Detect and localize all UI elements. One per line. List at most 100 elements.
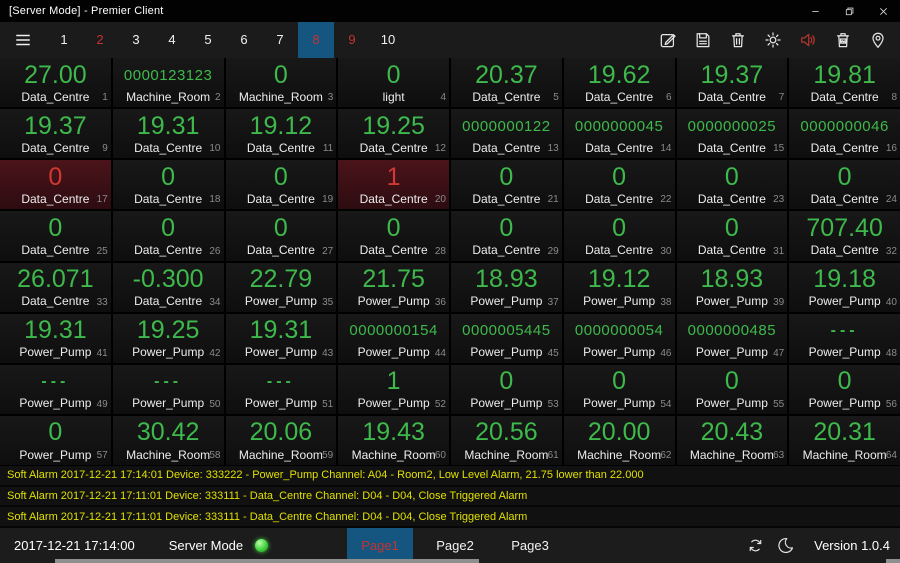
value-tile-51[interactable]: --- Power_Pump 51	[225, 364, 337, 414]
value-tile-28[interactable]: 0 Data_Centre 28	[338, 211, 449, 261]
value-tile-58[interactable]: 30.42 Machine_Room 58	[112, 415, 224, 465]
menu-icon[interactable]	[0, 22, 46, 58]
value-tile-4[interactable]: 0 light 4	[338, 58, 449, 108]
value-tile-27[interactable]: 0 Data_Centre 27	[225, 211, 337, 261]
night-mode-icon[interactable]	[770, 528, 800, 563]
value-tile-43[interactable]: 19.31 Power_Pump 43	[225, 313, 337, 363]
value-tile-8[interactable]: 19.81 Data_Centre 8	[789, 58, 900, 108]
value-tile-21[interactable]: 0 Data_Centre 21	[451, 160, 562, 210]
horizontal-scrollbar-end[interactable]	[886, 559, 900, 563]
value-tile-2[interactable]: 0000123123 Machine_Room 2	[112, 58, 224, 108]
toolbar-page-1[interactable]: 1	[60, 32, 68, 47]
value-tile-3[interactable]: 0 Machine_Room 3	[225, 58, 337, 108]
value-tile-1[interactable]: 27.00 Data_Centre 1	[0, 58, 111, 108]
toolbar-page-10[interactable]: 10	[380, 32, 396, 47]
tile-value: 0	[48, 213, 63, 242]
delete-icon[interactable]	[720, 22, 755, 58]
value-tile-49[interactable]: --- Power_Pump 49	[0, 364, 111, 414]
toolbar-page-5[interactable]: 5	[204, 32, 212, 47]
alarm-sound-icon[interactable]	[790, 22, 825, 58]
save-icon[interactable]	[685, 22, 720, 58]
toolbar-page-6[interactable]: 6	[240, 32, 248, 47]
tile-label: Data_Centre	[697, 89, 766, 104]
sync-icon[interactable]	[740, 528, 770, 563]
toolbar-page-2[interactable]: 2	[96, 32, 104, 47]
value-tile-29[interactable]: 0 Data_Centre 29	[451, 211, 562, 261]
settings-icon[interactable]	[755, 22, 790, 58]
value-tile-13[interactable]: 0000000122 Data_Centre 13	[451, 109, 562, 159]
value-tile-30[interactable]: 0 Data_Centre 30	[563, 211, 675, 261]
value-tile-19[interactable]: 0 Data_Centre 19	[225, 160, 337, 210]
value-tile-48[interactable]: --- Power_Pump 48	[789, 313, 900, 363]
value-tile-12[interactable]: 19.25 Data_Centre 12	[338, 109, 449, 159]
value-tile-11[interactable]: 19.12 Data_Centre 11	[225, 109, 337, 159]
value-tile-23[interactable]: 0 Data_Centre 23	[676, 160, 788, 210]
value-tile-63[interactable]: 20.43 Machine_Room 63	[676, 415, 788, 465]
toolbar-page-9[interactable]: 9	[348, 32, 356, 47]
value-tile-37[interactable]: 18.93 Power_Pump 37	[451, 262, 562, 312]
clear-picture-icon[interactable]	[825, 22, 860, 58]
value-tile-26[interactable]: 0 Data_Centre 26	[112, 211, 224, 261]
alarm-row[interactable]: Soft Alarm 2017-12-21 17:14:01 Device: 3…	[0, 466, 900, 487]
value-tile-62[interactable]: 20.00 Machine_Room 62	[563, 415, 675, 465]
alarm-row[interactable]: Soft Alarm 2017-12-21 17:11:01 Device: 3…	[0, 486, 900, 508]
value-tile-60[interactable]: 19.43 Machine_Room 60	[338, 415, 449, 465]
value-tile-22[interactable]: 0 Data_Centre 22	[563, 160, 675, 210]
toolbar-page-7[interactable]: 7	[276, 32, 284, 47]
value-tile-39[interactable]: 18.93 Power_Pump 39	[676, 262, 788, 312]
value-tile-15[interactable]: 0000000025 Data_Centre 15	[676, 109, 788, 159]
tab-page1[interactable]: Page1	[347, 528, 413, 563]
value-tile-16[interactable]: 0000000046 Data_Centre 16	[789, 109, 900, 159]
value-tile-59[interactable]: 20.06 Machine_Room 59	[225, 415, 337, 465]
toolbar-page-8[interactable]: 8	[298, 22, 334, 58]
value-tile-7[interactable]: 19.37 Data_Centre 7	[676, 58, 788, 108]
close-button[interactable]	[866, 0, 900, 22]
maximize-restore-button[interactable]	[832, 0, 866, 22]
value-tile-17[interactable]: 0 Data_Centre 17	[0, 160, 111, 210]
value-tile-44[interactable]: 0000000154 Power_Pump 44	[338, 313, 449, 363]
minimize-button[interactable]	[798, 0, 832, 22]
value-tile-55[interactable]: 0 Power_Pump 55	[676, 364, 788, 414]
value-tile-64[interactable]: 20.31 Machine_Room 64	[789, 415, 900, 465]
value-tile-6[interactable]: 19.62 Data_Centre 6	[563, 58, 675, 108]
value-tile-35[interactable]: 22.79 Power_Pump 35	[225, 262, 337, 312]
value-tile-33[interactable]: 26.071 Data_Centre 33	[0, 262, 111, 312]
horizontal-scrollbar[interactable]	[55, 559, 479, 563]
value-tile-20[interactable]: 1 Data_Centre 20	[338, 160, 449, 210]
value-tile-46[interactable]: 0000000054 Power_Pump 46	[563, 313, 675, 363]
value-tile-61[interactable]: 20.56 Machine_Room 61	[451, 415, 562, 465]
value-tile-56[interactable]: 0 Power_Pump 56	[789, 364, 900, 414]
value-tile-50[interactable]: --- Power_Pump 50	[112, 364, 224, 414]
value-tile-45[interactable]: 0000005445 Power_Pump 45	[451, 313, 562, 363]
value-tile-14[interactable]: 0000000045 Data_Centre 14	[563, 109, 675, 159]
value-tile-52[interactable]: 1 Power_Pump 52	[338, 364, 449, 414]
value-tile-31[interactable]: 0 Data_Centre 31	[676, 211, 788, 261]
value-tile-36[interactable]: 21.75 Power_Pump 36	[338, 262, 449, 312]
value-tile-38[interactable]: 19.12 Power_Pump 38	[563, 262, 675, 312]
tab-page2[interactable]: Page2	[436, 538, 474, 553]
toolbar-page-4[interactable]: 4	[168, 32, 176, 47]
tile-value: 19.12	[249, 111, 313, 140]
toolbar-page-3[interactable]: 3	[132, 32, 140, 47]
value-tile-10[interactable]: 19.31 Data_Centre 10	[112, 109, 224, 159]
value-tile-18[interactable]: 0 Data_Centre 18	[112, 160, 224, 210]
value-tile-34[interactable]: -0.300 Data_Centre 34	[112, 262, 224, 312]
tab-page3[interactable]: Page3	[511, 538, 549, 553]
tile-value: 19.37	[24, 111, 87, 140]
value-tile-25[interactable]: 0 Data_Centre 25	[0, 211, 111, 261]
value-tile-41[interactable]: 19.31 Power_Pump 41	[0, 313, 111, 363]
value-tile-32[interactable]: 707.40 Data_Centre 32	[789, 211, 900, 261]
value-tile-54[interactable]: 0 Power_Pump 54	[563, 364, 675, 414]
edit-icon[interactable]	[650, 22, 685, 58]
value-tile-5[interactable]: 20.37 Data_Centre 5	[451, 58, 562, 108]
tile-label: Power_Pump	[695, 345, 768, 360]
value-tile-24[interactable]: 0 Data_Centre 24	[789, 160, 900, 210]
location-pin-icon[interactable]	[860, 22, 895, 58]
alarm-row[interactable]: Soft Alarm 2017-12-21 17:11:01 Device: 3…	[0, 507, 900, 529]
value-tile-47[interactable]: 0000000485 Power_Pump 47	[676, 313, 788, 363]
value-tile-9[interactable]: 19.37 Data_Centre 9	[0, 109, 111, 159]
value-tile-57[interactable]: 0 Power_Pump 57	[0, 415, 111, 465]
value-tile-42[interactable]: 19.25 Power_Pump 42	[112, 313, 224, 363]
value-tile-40[interactable]: 19.18 Power_Pump 40	[789, 262, 900, 312]
value-tile-53[interactable]: 0 Power_Pump 53	[451, 364, 562, 414]
